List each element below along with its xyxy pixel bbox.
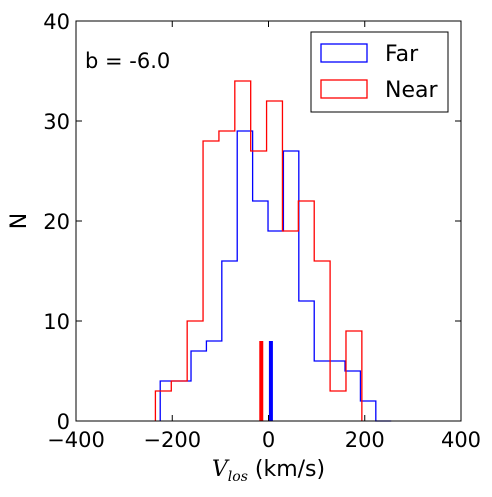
legend-swatch-far xyxy=(320,43,368,63)
histogram-series-near xyxy=(154,80,363,421)
x-tick-label: −200 xyxy=(143,428,201,452)
x-axis-label: Vlos (km/s) xyxy=(212,457,325,485)
y-tick-labels: 0 10 20 30 40 xyxy=(43,10,70,434)
x-axis-label-subscript: los xyxy=(228,469,248,485)
y-axis-label: N xyxy=(7,213,32,229)
y-tick-label: 40 xyxy=(43,10,70,34)
legend-box xyxy=(310,31,449,113)
histogram-series-far xyxy=(159,130,392,422)
x-tick-label: −400 xyxy=(47,428,105,452)
axis-ticks xyxy=(75,20,462,422)
legend-label-far: Far xyxy=(385,42,419,67)
latitude-annotation: b = -6.0 xyxy=(85,49,170,73)
x-tick-label: 400 xyxy=(441,428,481,452)
y-tick-label: 30 xyxy=(43,110,70,134)
x-tick-label: 200 xyxy=(345,428,385,452)
y-tick-label: 0 xyxy=(57,410,70,434)
mean-markers xyxy=(259,341,273,421)
x-tick-label: 0 xyxy=(262,428,275,452)
y-tick-label: 20 xyxy=(43,210,70,234)
x-axis-label-unit: (km/s) xyxy=(248,457,325,482)
legend-label-near: Near xyxy=(385,78,438,103)
legend: Far Near xyxy=(310,31,449,113)
series-layer xyxy=(154,80,392,422)
legend-swatch-near xyxy=(320,79,368,99)
x-axis-label-symbol: V xyxy=(212,457,230,482)
x-tick-labels: −400 −200 0 200 400 xyxy=(47,428,481,452)
y-tick-label: 10 xyxy=(43,310,70,334)
